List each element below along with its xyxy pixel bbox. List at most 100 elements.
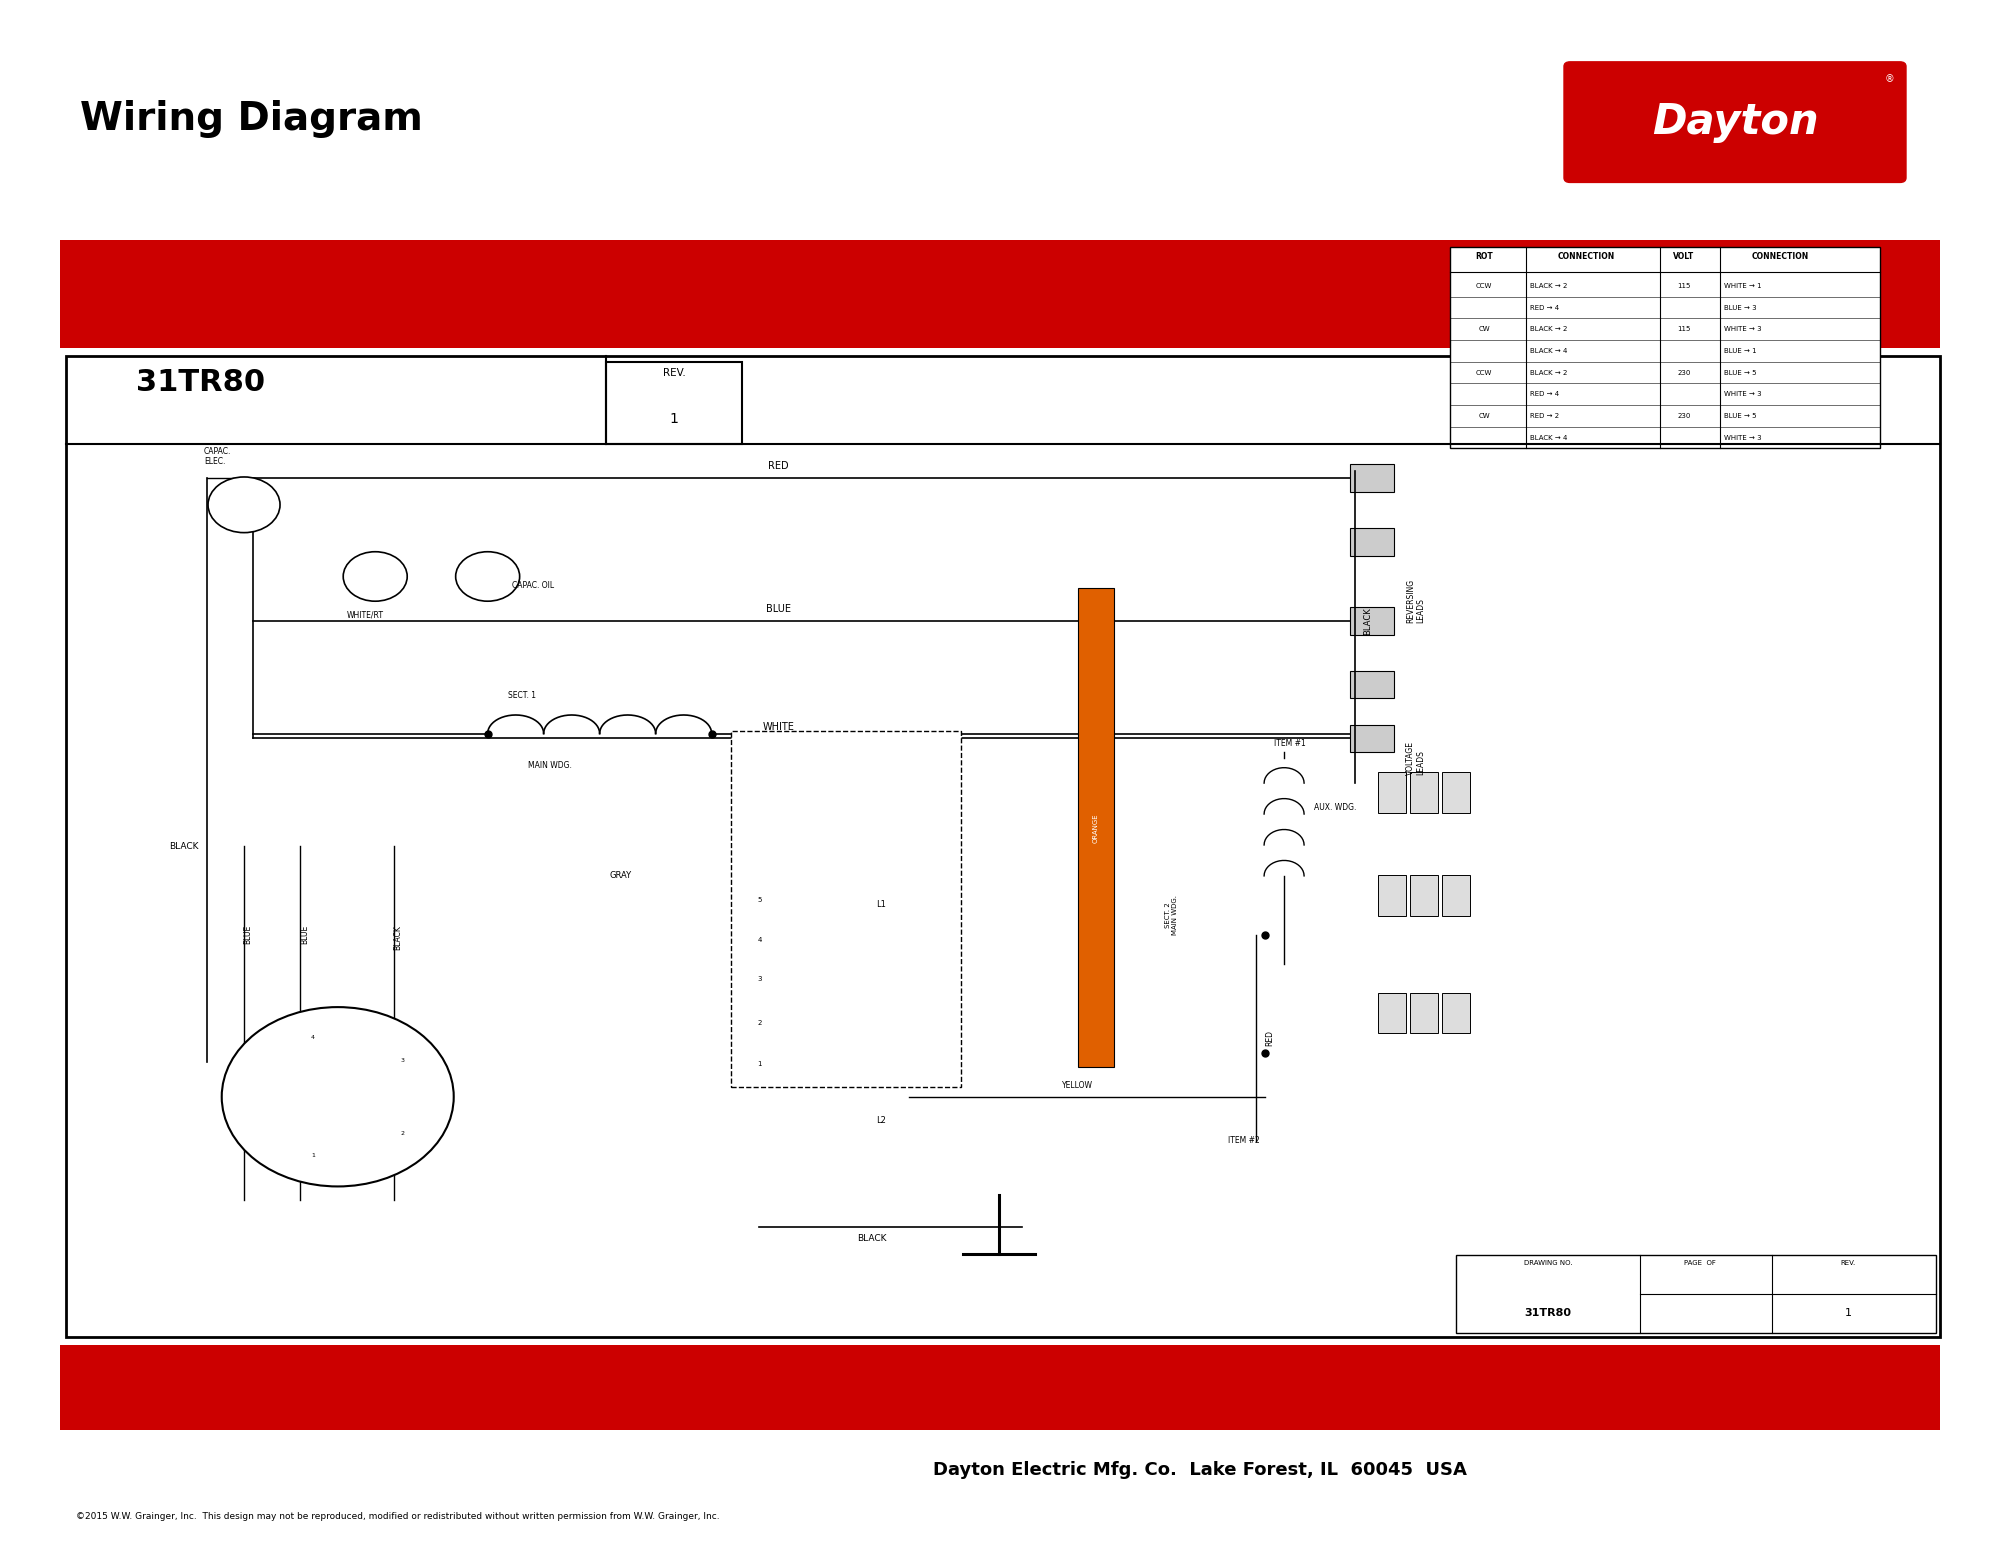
Text: RED → 4: RED → 4 (1530, 391, 1560, 397)
Text: SECT. 2
MAIN WDG.: SECT. 2 MAIN WDG. (1166, 895, 1178, 935)
Bar (1078, 587, 1114, 1067)
Text: Wiring Diagram: Wiring Diagram (80, 100, 422, 139)
Text: 31TR80: 31TR80 (136, 368, 266, 397)
Text: AUX. WDG.: AUX. WDG. (1314, 802, 1356, 812)
Text: CCW: CCW (1476, 283, 1492, 289)
Bar (1350, 671, 1394, 699)
Text: CW: CW (1478, 326, 1490, 332)
Bar (1378, 773, 1406, 813)
Text: 3: 3 (400, 1057, 404, 1064)
Text: 4: 4 (312, 1036, 316, 1040)
Text: YELLOW: YELLOW (1062, 1081, 1094, 1090)
Text: 115: 115 (1678, 283, 1690, 289)
Text: 3: 3 (758, 976, 762, 982)
Text: CONNECTION: CONNECTION (1558, 252, 1614, 261)
Text: REV.: REV. (662, 368, 686, 377)
Text: BLUE: BLUE (300, 925, 308, 945)
Text: Dayton: Dayton (1652, 100, 1818, 144)
Bar (1410, 993, 1438, 1033)
Text: BLACK: BLACK (1362, 606, 1372, 634)
Text: 115: 115 (1678, 326, 1690, 332)
Text: ORANGE: ORANGE (1092, 813, 1098, 843)
Bar (1442, 993, 1470, 1033)
Text: RED → 2: RED → 2 (1530, 413, 1560, 419)
Text: BLACK: BLACK (394, 925, 402, 949)
Bar (66, 356, 1940, 1337)
FancyBboxPatch shape (1564, 62, 1906, 182)
Text: BLUE → 1: BLUE → 1 (1724, 348, 1756, 354)
Text: WHITE → 3: WHITE → 3 (1724, 434, 1762, 441)
Text: 2: 2 (758, 1020, 762, 1027)
Text: ITEM #2: ITEM #2 (1228, 1136, 1260, 1146)
Text: BLUE → 5: BLUE → 5 (1724, 413, 1756, 419)
Text: CONNECTION: CONNECTION (1752, 252, 1808, 261)
Text: ROT: ROT (1476, 252, 1492, 261)
Text: CCW: CCW (1476, 369, 1492, 376)
Text: 4: 4 (758, 937, 762, 943)
Bar (1350, 464, 1394, 492)
Text: RED: RED (768, 461, 788, 472)
Text: BLACK → 4: BLACK → 4 (1530, 348, 1568, 354)
Text: RED: RED (1266, 1030, 1274, 1045)
Bar (1378, 993, 1406, 1033)
Circle shape (344, 552, 408, 601)
Text: WHITE → 1: WHITE → 1 (1724, 283, 1762, 289)
Text: BLACK: BLACK (170, 841, 198, 850)
Text: CW: CW (1478, 413, 1490, 419)
Bar (1350, 725, 1394, 753)
Bar (1442, 773, 1470, 813)
Text: VOLTAGE
LEADS: VOLTAGE LEADS (1406, 741, 1426, 775)
Text: BLUE → 3: BLUE → 3 (1724, 305, 1756, 311)
Text: 1: 1 (670, 413, 678, 427)
Text: BLACK → 2: BLACK → 2 (1530, 283, 1568, 289)
Text: REVERSING
LEADS: REVERSING LEADS (1406, 578, 1426, 623)
Text: WHITE: WHITE (762, 722, 794, 731)
Text: 230: 230 (1678, 413, 1690, 419)
Circle shape (456, 552, 520, 601)
Bar (60, 240, 1940, 348)
Text: BLACK → 2: BLACK → 2 (1530, 326, 1568, 332)
Text: CAPAC. OIL: CAPAC. OIL (512, 581, 554, 591)
Text: SECT. 1: SECT. 1 (508, 691, 536, 699)
Bar (1350, 606, 1394, 634)
Bar (1350, 529, 1394, 557)
Bar (1456, 1255, 1936, 1333)
Bar (1410, 875, 1438, 915)
Text: 1: 1 (1844, 1308, 1852, 1319)
Text: VOLT: VOLT (1674, 252, 1694, 261)
Bar (1442, 875, 1470, 915)
Bar (60, 1345, 1940, 1430)
Text: BLUE: BLUE (244, 925, 252, 945)
Text: PAGE  OF: PAGE OF (1684, 1260, 1716, 1266)
Bar (1450, 247, 1880, 448)
Circle shape (222, 1006, 454, 1186)
Text: CAPAC.
ELEC.: CAPAC. ELEC. (204, 447, 232, 467)
Text: BLACK → 4: BLACK → 4 (1530, 434, 1568, 441)
Text: 1: 1 (758, 1062, 762, 1067)
Text: Dayton Electric Mfg. Co.  Lake Forest, IL  60045  USA: Dayton Electric Mfg. Co. Lake Forest, IL… (934, 1461, 1466, 1480)
Text: REV.: REV. (1840, 1260, 1856, 1266)
Text: BLACK → 2: BLACK → 2 (1530, 369, 1568, 376)
Text: DRAWING NO.: DRAWING NO. (1524, 1260, 1572, 1266)
Bar (1410, 773, 1438, 813)
Text: 2: 2 (400, 1130, 404, 1136)
Text: 1: 1 (312, 1153, 314, 1158)
Text: BLUE: BLUE (766, 604, 790, 614)
Bar (606, 362, 742, 444)
Text: GRAY: GRAY (610, 870, 632, 880)
Text: L2: L2 (876, 1116, 886, 1125)
Text: ITEM #1: ITEM #1 (1274, 739, 1306, 748)
Text: 230: 230 (1678, 369, 1690, 376)
Text: 31TR80: 31TR80 (1524, 1308, 1572, 1319)
Text: WHITE → 3: WHITE → 3 (1724, 391, 1762, 397)
Circle shape (208, 478, 280, 533)
Bar (732, 731, 962, 1087)
Text: BLACK: BLACK (858, 1234, 886, 1243)
Text: WHITE/RT: WHITE/RT (346, 611, 384, 620)
Bar (1378, 875, 1406, 915)
Text: ®: ® (1884, 74, 1894, 83)
Text: L1: L1 (876, 900, 886, 909)
Text: BLUE → 5: BLUE → 5 (1724, 369, 1756, 376)
Text: MAIN WDG.: MAIN WDG. (528, 761, 572, 770)
Text: ©2015 W.W. Grainger, Inc.  This design may not be reproduced, modified or redist: ©2015 W.W. Grainger, Inc. This design ma… (76, 1512, 720, 1521)
